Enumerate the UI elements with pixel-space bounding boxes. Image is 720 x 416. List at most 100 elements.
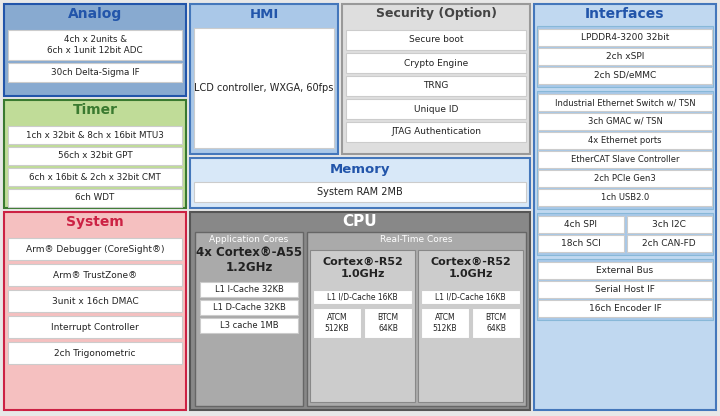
Bar <box>8 290 182 312</box>
Bar <box>200 282 298 297</box>
Bar <box>4 212 186 410</box>
Bar <box>538 94 712 111</box>
Text: LPDDR4-3200 32bit: LPDDR4-3200 32bit <box>581 33 669 42</box>
Bar <box>626 235 712 252</box>
Bar <box>538 132 712 149</box>
Text: System: System <box>66 215 124 229</box>
Bar <box>4 100 186 208</box>
Text: 3unit x 16ch DMAC: 3unit x 16ch DMAC <box>52 297 138 305</box>
Bar <box>538 189 712 206</box>
Bar <box>8 238 182 260</box>
Bar <box>8 30 182 60</box>
Bar <box>346 53 526 73</box>
Bar <box>8 316 182 338</box>
Text: Cortex®-R52
1.0GHz: Cortex®-R52 1.0GHz <box>322 257 403 279</box>
Bar <box>8 189 182 207</box>
Text: CPU: CPU <box>343 213 377 228</box>
Text: BTCM
64KB: BTCM 64KB <box>377 313 399 333</box>
Bar <box>538 235 624 252</box>
Bar <box>8 63 182 82</box>
Bar <box>537 91 713 209</box>
Text: 4x Ethernet ports: 4x Ethernet ports <box>588 136 662 145</box>
Bar <box>346 76 526 96</box>
Text: 4ch SPI: 4ch SPI <box>564 220 598 229</box>
Text: 2ch SD/eMMC: 2ch SD/eMMC <box>594 71 656 80</box>
Text: Interrupt Controller: Interrupt Controller <box>51 322 139 332</box>
Bar <box>342 4 530 154</box>
Text: LCD controller, WXGA, 60fps: LCD controller, WXGA, 60fps <box>194 83 333 93</box>
Text: EtherCAT Slave Controller: EtherCAT Slave Controller <box>571 155 679 164</box>
Text: Real-Time Cores: Real-Time Cores <box>380 235 453 245</box>
Text: Analog: Analog <box>68 7 122 21</box>
Bar <box>538 48 712 65</box>
Text: Industrial Ethernet Switch w/ TSN: Industrial Ethernet Switch w/ TSN <box>554 98 696 107</box>
Text: 3ch GMAC w/ TSN: 3ch GMAC w/ TSN <box>588 117 662 126</box>
Bar <box>8 147 182 165</box>
Bar <box>534 4 716 410</box>
Text: JTAG Authentication: JTAG Authentication <box>391 127 481 136</box>
Text: Application Cores: Application Cores <box>210 235 289 245</box>
Bar <box>310 250 415 402</box>
Text: Memory: Memory <box>330 163 390 176</box>
Bar <box>364 308 412 338</box>
Bar <box>538 67 712 84</box>
Bar <box>538 151 712 168</box>
Bar <box>307 232 526 406</box>
Bar <box>538 262 712 279</box>
Text: 4ch x 2units &
6ch x 1unit 12bit ADC: 4ch x 2units & 6ch x 1unit 12bit ADC <box>48 35 143 54</box>
Text: 2ch xSPI: 2ch xSPI <box>606 52 644 61</box>
Bar <box>190 212 530 410</box>
Text: 2ch CAN-FD: 2ch CAN-FD <box>642 239 696 248</box>
Text: 16ch Encoder IF: 16ch Encoder IF <box>589 304 662 313</box>
Bar <box>313 308 361 338</box>
Bar <box>538 216 624 233</box>
Text: ATCM
512KB: ATCM 512KB <box>325 313 349 333</box>
Text: 6ch WDT: 6ch WDT <box>76 193 114 203</box>
Text: 1ch USB2.0: 1ch USB2.0 <box>601 193 649 202</box>
Text: ATCM
512KB: ATCM 512KB <box>433 313 457 333</box>
Bar <box>190 4 338 154</box>
Text: System RAM 2MB: System RAM 2MB <box>317 187 403 197</box>
Bar <box>418 250 523 402</box>
Bar <box>194 28 334 148</box>
Bar <box>537 26 713 87</box>
Bar <box>346 99 526 119</box>
Text: BTCM
64KB: BTCM 64KB <box>485 313 507 333</box>
Bar <box>421 290 520 304</box>
Text: L3 cache 1MB: L3 cache 1MB <box>220 321 279 330</box>
Bar <box>195 232 303 406</box>
Bar <box>538 113 712 130</box>
Text: HMI: HMI <box>249 7 279 20</box>
Text: L1 I/D-Cache 16KB: L1 I/D-Cache 16KB <box>435 292 506 302</box>
Text: Security (Option): Security (Option) <box>376 7 497 20</box>
Bar <box>8 342 182 364</box>
Bar <box>200 300 298 315</box>
Text: Interfaces: Interfaces <box>585 7 665 21</box>
Text: Secure boot: Secure boot <box>409 35 463 45</box>
Text: 6ch x 16bit & 2ch x 32bit CMT: 6ch x 16bit & 2ch x 32bit CMT <box>29 173 161 181</box>
Text: External Bus: External Bus <box>596 266 654 275</box>
Text: 2ch Trigonometric: 2ch Trigonometric <box>54 349 136 357</box>
Text: Unique ID: Unique ID <box>414 104 458 114</box>
Bar <box>8 168 182 186</box>
Bar <box>421 308 469 338</box>
Bar <box>194 182 526 202</box>
Text: 3ch I2C: 3ch I2C <box>652 220 686 229</box>
Text: Serial Host IF: Serial Host IF <box>595 285 655 294</box>
Bar <box>346 122 526 142</box>
Bar <box>538 300 712 317</box>
Bar <box>626 216 712 233</box>
Bar <box>8 264 182 286</box>
Bar <box>472 308 520 338</box>
Text: 4x Cortex®-A55
1.2GHz: 4x Cortex®-A55 1.2GHz <box>196 246 302 274</box>
Text: 30ch Delta-Sigma IF: 30ch Delta-Sigma IF <box>50 68 139 77</box>
Text: 1ch x 32bit & 8ch x 16bit MTU3: 1ch x 32bit & 8ch x 16bit MTU3 <box>26 131 164 139</box>
Text: 18ch SCI: 18ch SCI <box>561 239 600 248</box>
Bar <box>538 29 712 46</box>
Bar <box>4 4 186 96</box>
Bar <box>538 170 712 187</box>
Text: Crypto Engine: Crypto Engine <box>404 59 468 67</box>
Text: L1 I-Cache 32KB: L1 I-Cache 32KB <box>215 285 284 294</box>
Text: Timer: Timer <box>73 103 117 117</box>
Text: L1 I/D-Cache 16KB: L1 I/D-Cache 16KB <box>327 292 398 302</box>
